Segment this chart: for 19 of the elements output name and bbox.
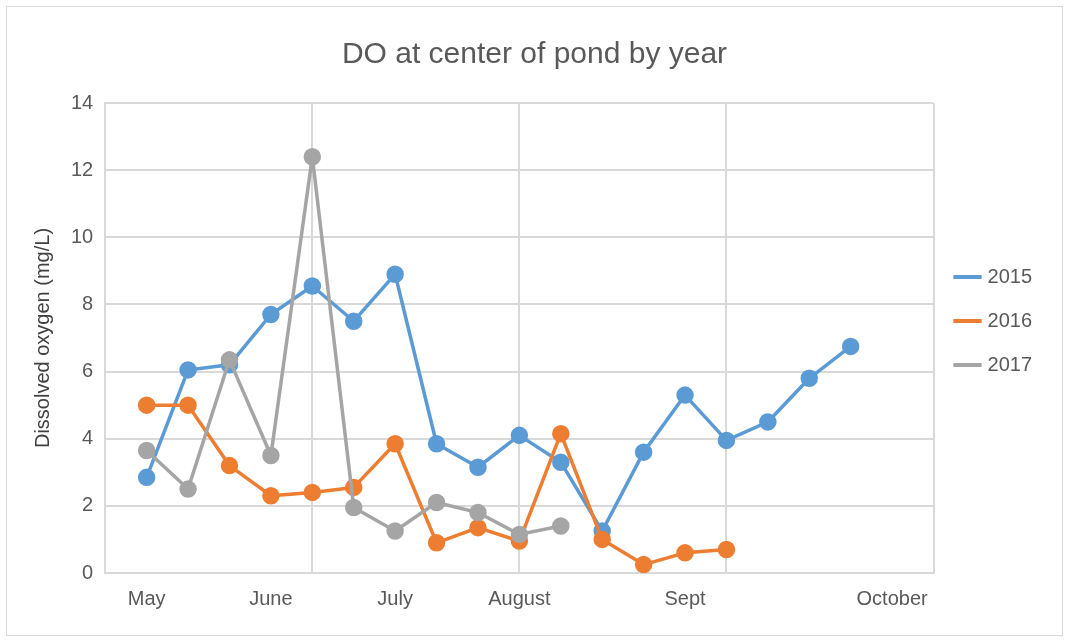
y-tick-label: 0 <box>82 560 94 583</box>
x-tick-label: May <box>127 586 166 609</box>
x-tick-label: June <box>249 586 293 609</box>
y-tick-label: 6 <box>82 359 94 382</box>
x-tick-label: Sept <box>664 586 707 609</box>
y-tick-label: 2 <box>82 493 94 516</box>
x-tick-label: July <box>377 586 413 609</box>
legend-label: 2016 <box>987 308 1033 331</box>
y-tick-label: 14 <box>71 90 94 113</box>
y-tick-label: 10 <box>71 224 94 247</box>
x-tick-label: August <box>488 586 551 609</box>
legend-label: 2017 <box>987 352 1033 375</box>
y-tick-label: 8 <box>82 291 94 314</box>
legend-label: 2015 <box>987 264 1033 287</box>
y-tick-label: 12 <box>71 157 94 180</box>
x-tick-label: October <box>856 586 928 609</box>
y-tick-label: 4 <box>82 426 94 449</box>
chart-title: DO at center of pond by year <box>341 36 728 70</box>
y-axis-title: Dissolved oxygen (mg/L) <box>30 227 53 449</box>
